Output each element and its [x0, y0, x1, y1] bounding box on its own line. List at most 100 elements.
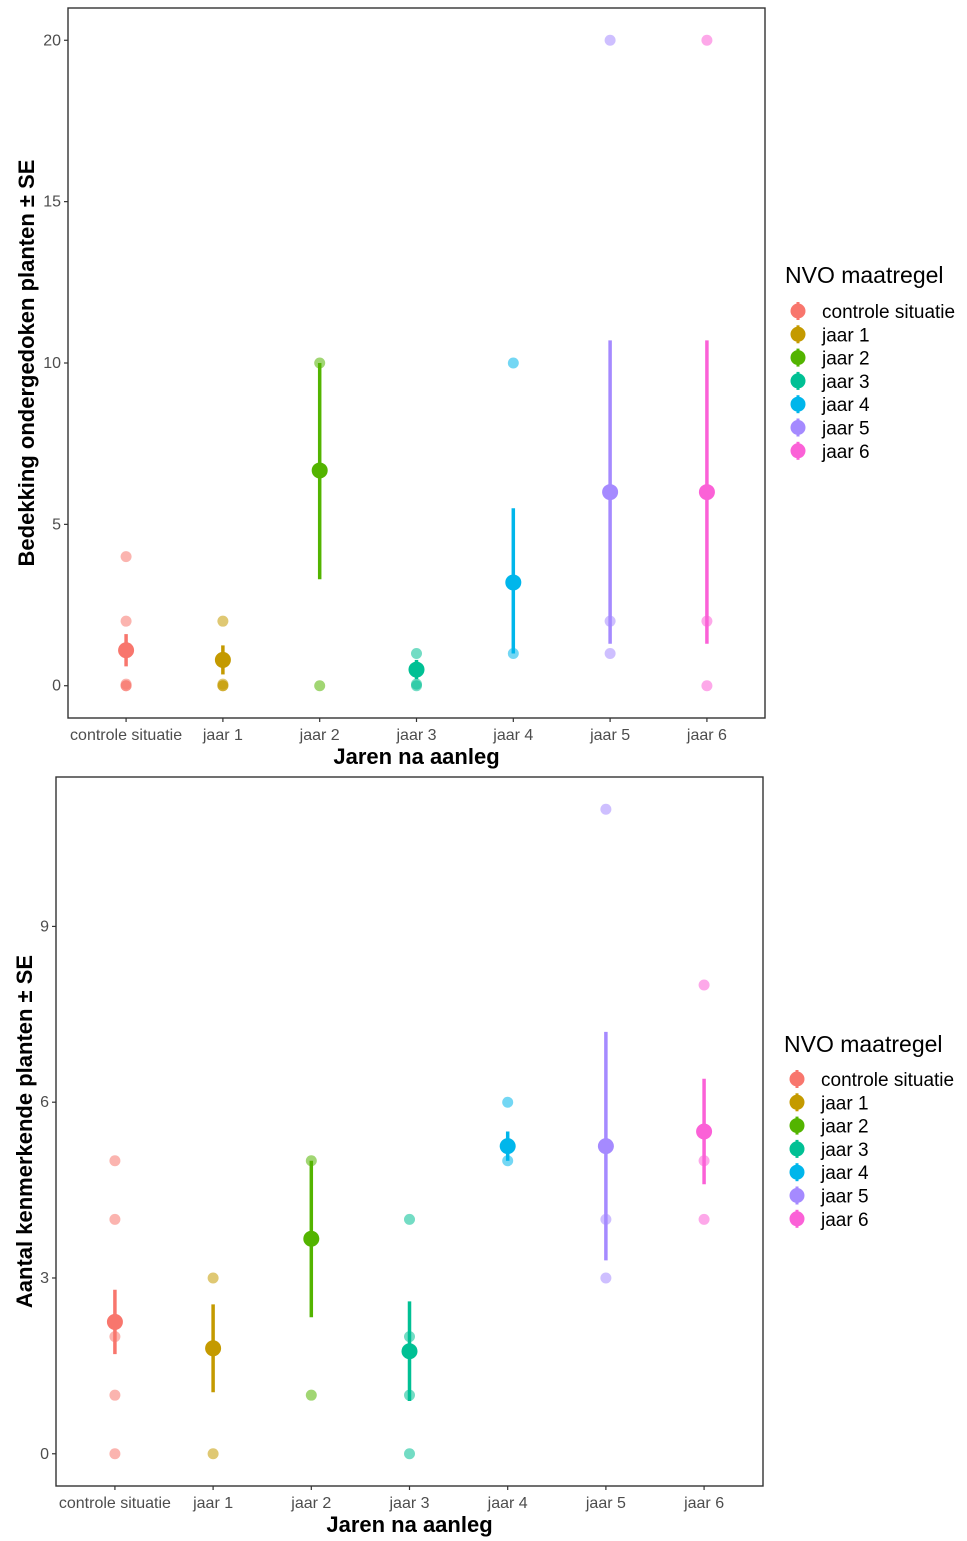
data-point — [305, 1389, 317, 1401]
legend-key-point — [789, 1118, 805, 1134]
series-jaar-5 — [597, 803, 614, 1284]
series-jaar-3 — [401, 1213, 418, 1460]
data-point — [404, 1213, 415, 1225]
data-point — [411, 678, 422, 690]
mean-point — [505, 574, 522, 591]
x-tick-label: jaar 5 — [589, 727, 630, 744]
y-tick-label: 0 — [40, 1446, 49, 1463]
mean-point — [311, 462, 328, 479]
mean-point — [602, 484, 619, 501]
mean-point — [597, 1138, 614, 1155]
mean-point — [205, 1340, 222, 1357]
y-tick-label: 9 — [40, 918, 49, 935]
mean-point — [118, 642, 135, 659]
data-point — [109, 1155, 121, 1167]
legend-title: NVO maatregel — [784, 1031, 943, 1057]
legend-key-point — [790, 396, 806, 412]
mean-point — [408, 661, 425, 678]
x-tick-label: jaar 5 — [585, 1495, 626, 1512]
legend-key-point — [790, 420, 806, 435]
series-jaar-6 — [698, 34, 715, 692]
mean-point — [698, 484, 715, 501]
y-tick-label: 6 — [40, 1094, 49, 1111]
legend-label: controle situatie — [822, 302, 955, 323]
legend-key-point — [789, 1141, 805, 1157]
data-point — [207, 1448, 219, 1460]
x-tick-label: jaar 1 — [192, 1495, 233, 1512]
series-jaar-4 — [499, 1096, 516, 1167]
legend-label: jaar 4 — [820, 1163, 869, 1184]
series-controle-situatie — [118, 551, 135, 692]
data-point — [109, 1389, 121, 1401]
data-point — [701, 34, 713, 46]
data-point — [698, 979, 710, 991]
x-tick-label: jaar 1 — [202, 727, 243, 744]
legend-label: jaar 1 — [820, 1093, 869, 1114]
legend-key-point — [789, 1094, 805, 1110]
x-tick-label: controle situatie — [59, 1495, 171, 1512]
y-tick-label: 15 — [43, 194, 61, 211]
legend-key-point — [790, 373, 806, 389]
x-tick-label: jaar 3 — [388, 1495, 429, 1512]
series-jaar-4 — [505, 357, 522, 659]
data-point — [411, 647, 422, 659]
x-axis-title: Jaren na aanleg — [333, 744, 499, 769]
y-axis-title: Bedekking ondergedoken planten ± SE — [14, 160, 39, 567]
data-point — [109, 1448, 121, 1460]
series-jaar-2 — [303, 1155, 320, 1401]
series-jaar-3 — [408, 647, 425, 692]
plot-panel — [67, 7, 766, 719]
series-jaar-5 — [602, 34, 619, 659]
legend-key-point — [790, 303, 806, 319]
legend-label: jaar 4 — [821, 395, 870, 416]
mean-point — [214, 651, 231, 668]
x-tick-label: jaar 4 — [487, 1495, 528, 1512]
data-point — [600, 1272, 612, 1284]
legend-label: jaar 6 — [820, 1210, 869, 1231]
data-point — [604, 647, 616, 659]
x-tick-label: jaar 3 — [395, 727, 436, 744]
y-axis-title: Aantal kenmerkende planten ± SE — [12, 955, 37, 1308]
data-point — [314, 680, 326, 692]
legend-key-point — [790, 326, 806, 342]
y-tick-label: 0 — [52, 678, 61, 695]
x-tick-label: jaar 4 — [492, 727, 533, 744]
y-tick-label: 20 — [43, 32, 61, 49]
data-point — [600, 803, 612, 815]
data-point — [305, 1155, 317, 1167]
legend-key-point — [789, 1211, 805, 1227]
x-tick-label: jaar 2 — [290, 1495, 331, 1512]
series-controle-situatie — [106, 1155, 123, 1460]
data-point — [120, 615, 132, 627]
x-tick-label: jaar 6 — [686, 727, 727, 744]
data-point — [120, 678, 132, 690]
legend-label: jaar 2 — [821, 349, 870, 370]
legend-label: jaar 3 — [820, 1140, 869, 1161]
mean-point — [401, 1343, 418, 1360]
mean-point — [303, 1230, 320, 1247]
legend-key-point — [789, 1164, 805, 1180]
legend-label: jaar 5 — [820, 1187, 869, 1208]
mean-point — [499, 1138, 516, 1155]
data-point — [604, 34, 616, 46]
legend-key-point — [790, 443, 806, 459]
series-jaar-2 — [311, 357, 328, 692]
legend-key-point — [789, 1188, 805, 1203]
x-axis-title: Jaren na aanleg — [326, 1512, 492, 1537]
data-point — [109, 1213, 121, 1225]
y-tick-label: 3 — [40, 1270, 49, 1287]
legend-title: NVO maatregel — [785, 262, 944, 288]
x-tick-label: controle situatie — [70, 727, 182, 744]
legend-label: jaar 2 — [820, 1117, 869, 1138]
series-jaar-1 — [205, 1272, 222, 1460]
legend-key-point — [790, 350, 806, 366]
x-tick-label: jaar 6 — [683, 1495, 724, 1512]
data-point — [507, 357, 519, 369]
mean-point — [696, 1123, 713, 1140]
data-point — [120, 551, 132, 563]
